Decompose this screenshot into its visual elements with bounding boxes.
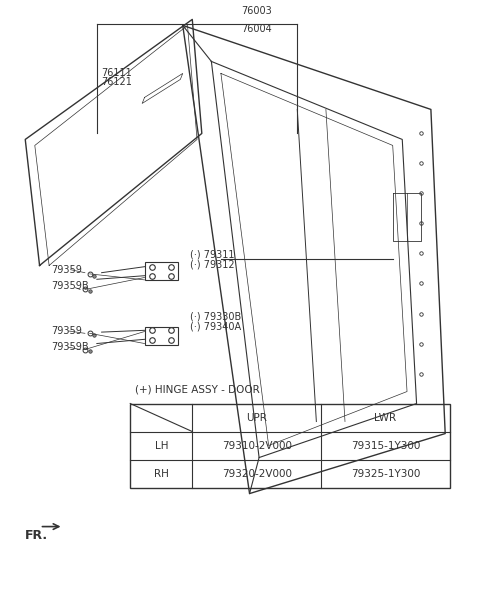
Text: (+) HINGE ASSY - DOOR: (+) HINGE ASSY - DOOR (135, 385, 260, 394)
Text: (·) 79312: (·) 79312 (190, 259, 235, 270)
Text: 79359B: 79359B (51, 282, 89, 291)
Text: 76111: 76111 (102, 68, 132, 78)
Text: 76121: 76121 (102, 77, 132, 87)
Text: 79315-1Y300: 79315-1Y300 (351, 441, 420, 450)
Text: 79310-2V000: 79310-2V000 (222, 441, 292, 450)
Text: 79359: 79359 (51, 265, 83, 276)
Text: 76003: 76003 (241, 7, 272, 16)
Text: (·) 79311: (·) 79311 (190, 250, 234, 260)
Text: 79320-2V000: 79320-2V000 (222, 469, 292, 479)
Text: FR.: FR. (25, 529, 48, 542)
Text: 76004: 76004 (241, 24, 272, 34)
Text: 79359B: 79359B (51, 342, 89, 352)
Text: LH: LH (155, 441, 168, 450)
Text: 79325-1Y300: 79325-1Y300 (351, 469, 420, 479)
Text: LWR: LWR (374, 412, 396, 423)
Text: 79359: 79359 (51, 326, 83, 336)
Text: RH: RH (154, 469, 168, 479)
Text: (·) 79340A: (·) 79340A (190, 321, 241, 331)
Bar (130, 403, 450, 488)
Text: UPR: UPR (246, 412, 267, 423)
Text: (·) 79330B: (·) 79330B (190, 312, 241, 321)
